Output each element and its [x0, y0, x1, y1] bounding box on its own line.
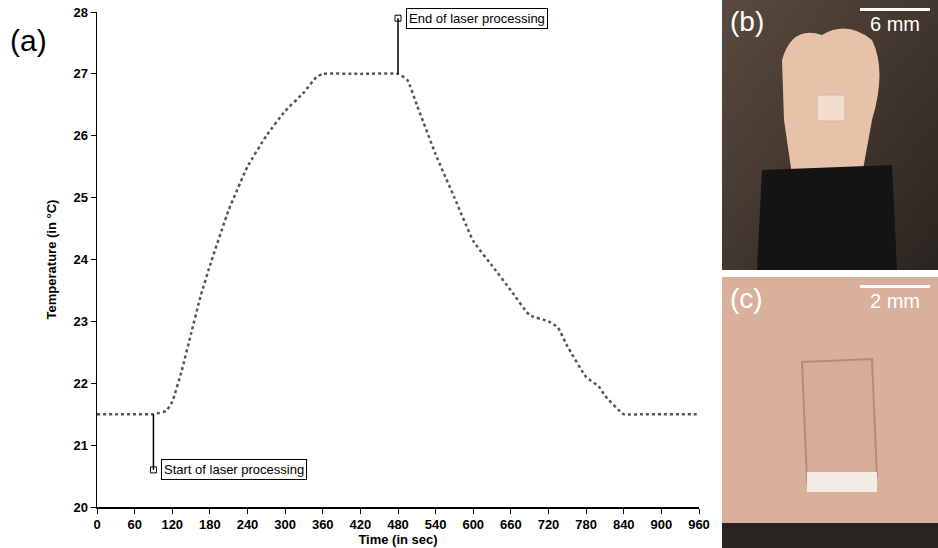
svg-text:26: 26 [73, 128, 87, 143]
html-text:6 mm: 6 mm [870, 13, 920, 35]
svg-text:840: 840 [613, 517, 635, 532]
svg-text:660: 660 [500, 517, 522, 532]
svg-text:23: 23 [73, 314, 87, 329]
svg-text:24: 24 [73, 252, 88, 267]
html-text:(b): (b) [730, 6, 765, 37]
svg-text:Temperature (in °C): Temperature (in °C) [44, 200, 59, 320]
svg-text:120: 120 [161, 517, 183, 532]
svg-text:60: 60 [127, 517, 141, 532]
svg-text:Time (in sec): Time (in sec) [358, 532, 437, 547]
svg-text:720: 720 [538, 517, 560, 532]
svg-text:25: 25 [73, 190, 87, 205]
html-text:(c): (c) [730, 283, 763, 314]
svg-text:27: 27 [73, 66, 87, 81]
svg-text:900: 900 [651, 517, 673, 532]
svg-text:Start of laser processing: Start of laser processing [164, 462, 304, 477]
svg-text:420: 420 [350, 517, 372, 532]
svg-text:28: 28 [73, 5, 87, 20]
svg-text:480: 480 [387, 517, 409, 532]
html-text:2 mm: 2 mm [870, 290, 920, 312]
svg-text:600: 600 [462, 517, 484, 532]
svg-text:300: 300 [274, 517, 296, 532]
svg-text:960: 960 [688, 517, 710, 532]
svg-text:780: 780 [575, 517, 597, 532]
svg-text:240: 240 [237, 517, 259, 532]
svg-text:540: 540 [425, 517, 447, 532]
svg-text:21: 21 [73, 438, 87, 453]
svg-text:180: 180 [199, 517, 221, 532]
svg-text:(a): (a) [10, 24, 47, 57]
svg-text:22: 22 [73, 376, 87, 391]
svg-text:0: 0 [93, 517, 100, 532]
svg-text:360: 360 [312, 517, 334, 532]
svg-text:End of laser processing: End of laser processing [409, 11, 545, 26]
svg-text:20: 20 [73, 500, 87, 515]
